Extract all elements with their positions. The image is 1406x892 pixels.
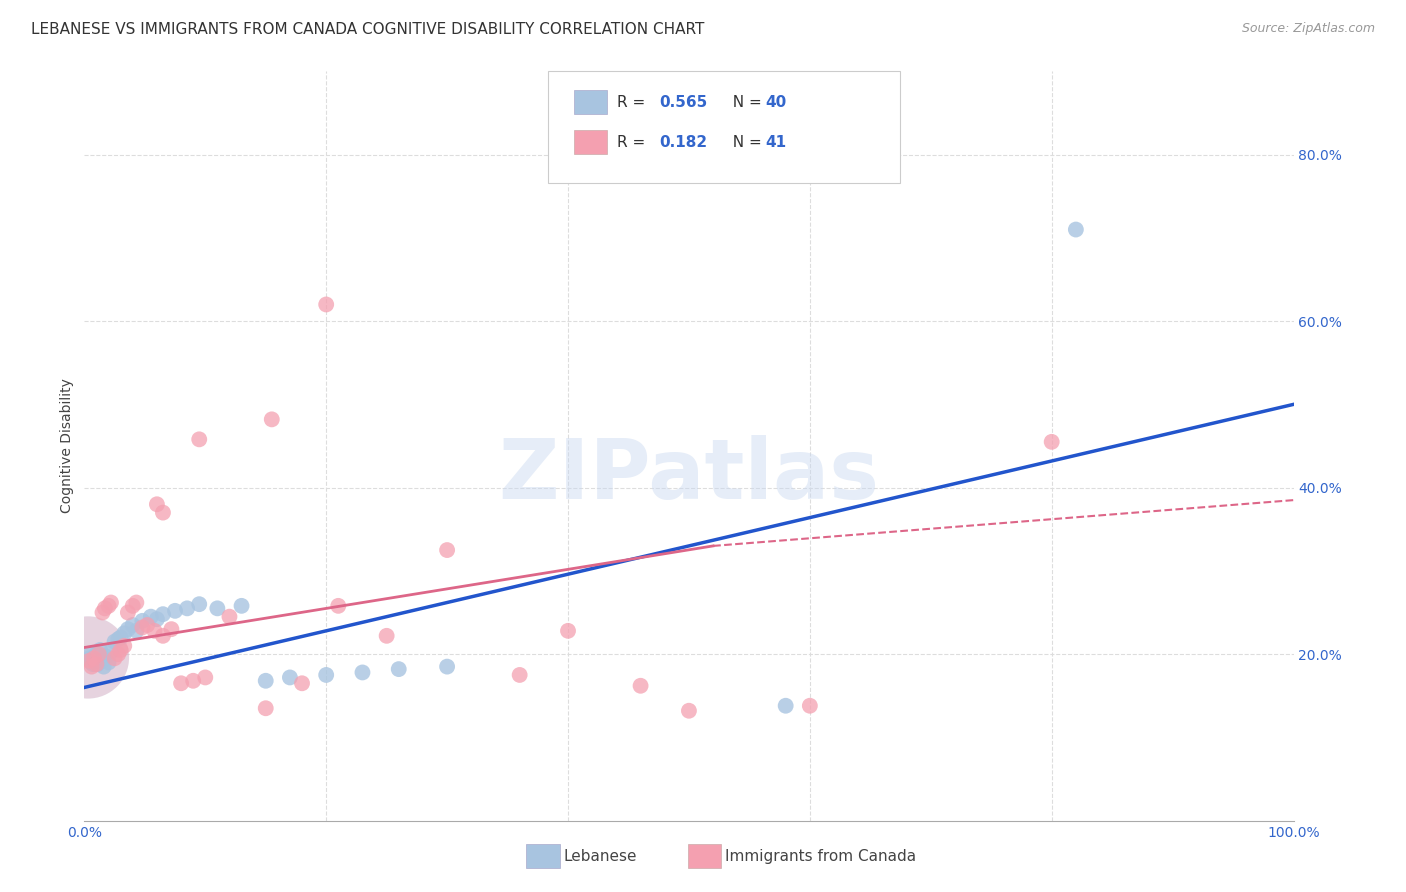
Point bbox=[117, 606, 139, 620]
Point bbox=[112, 639, 135, 653]
Point bbox=[100, 645, 122, 659]
Point bbox=[146, 612, 169, 626]
Point bbox=[83, 650, 105, 665]
Point bbox=[260, 412, 283, 426]
Point bbox=[176, 601, 198, 615]
Point bbox=[77, 654, 100, 668]
Point bbox=[136, 618, 159, 632]
Point bbox=[557, 624, 579, 638]
Point bbox=[143, 624, 166, 638]
Point bbox=[436, 543, 458, 558]
Point bbox=[181, 673, 204, 688]
Point bbox=[93, 659, 115, 673]
Point bbox=[87, 647, 110, 661]
Point bbox=[77, 651, 100, 665]
Y-axis label: Cognitive Disability: Cognitive Disability bbox=[60, 378, 75, 514]
Text: 0.565: 0.565 bbox=[659, 95, 707, 110]
Point bbox=[97, 656, 120, 670]
Point bbox=[160, 622, 183, 636]
Point bbox=[117, 622, 139, 636]
Point bbox=[82, 657, 104, 672]
Text: Source: ZipAtlas.com: Source: ZipAtlas.com bbox=[1241, 22, 1375, 36]
Point bbox=[86, 647, 108, 661]
Point bbox=[509, 668, 531, 682]
Point bbox=[86, 657, 108, 672]
Point bbox=[291, 676, 314, 690]
Point bbox=[436, 659, 458, 673]
Point bbox=[152, 506, 174, 520]
Point bbox=[110, 631, 132, 645]
Point bbox=[100, 595, 122, 609]
Text: 41: 41 bbox=[765, 136, 786, 150]
Point bbox=[278, 670, 301, 684]
Point bbox=[125, 624, 148, 638]
Point bbox=[107, 632, 129, 647]
Text: R =: R = bbox=[617, 95, 651, 110]
Point bbox=[1040, 434, 1063, 449]
Point bbox=[83, 651, 105, 665]
Point bbox=[254, 701, 277, 715]
Point bbox=[131, 614, 153, 628]
Point bbox=[188, 597, 211, 611]
Point bbox=[388, 662, 411, 676]
Point bbox=[352, 665, 374, 680]
Point bbox=[87, 651, 110, 665]
Text: N =: N = bbox=[723, 136, 766, 150]
Text: R =: R = bbox=[617, 136, 651, 150]
Text: Immigrants from Canada: Immigrants from Canada bbox=[725, 849, 917, 863]
Point bbox=[152, 607, 174, 622]
Point bbox=[77, 650, 100, 665]
Point bbox=[630, 679, 652, 693]
Point bbox=[80, 659, 103, 673]
Point bbox=[231, 599, 253, 613]
Point bbox=[131, 620, 153, 634]
Text: ZIPatlas: ZIPatlas bbox=[499, 435, 879, 516]
Point bbox=[799, 698, 821, 713]
Point bbox=[80, 656, 103, 670]
Point bbox=[375, 629, 398, 643]
Point bbox=[91, 654, 114, 668]
Point bbox=[218, 609, 240, 624]
Point bbox=[165, 604, 187, 618]
Point bbox=[194, 670, 217, 684]
Point bbox=[152, 629, 174, 643]
Point bbox=[79, 647, 101, 661]
Text: N =: N = bbox=[723, 95, 766, 110]
Point bbox=[139, 609, 162, 624]
Point bbox=[110, 643, 132, 657]
Point bbox=[328, 599, 350, 613]
Point bbox=[91, 606, 114, 620]
Point bbox=[254, 673, 277, 688]
Point bbox=[77, 650, 100, 665]
Point bbox=[125, 595, 148, 609]
Point bbox=[97, 599, 120, 613]
Point bbox=[94, 649, 117, 664]
Text: Lebanese: Lebanese bbox=[564, 849, 637, 863]
Point bbox=[1064, 222, 1087, 236]
Point bbox=[104, 634, 127, 648]
Point bbox=[89, 643, 111, 657]
Point bbox=[121, 599, 143, 613]
Point bbox=[775, 698, 797, 713]
Text: 40: 40 bbox=[765, 95, 786, 110]
Point bbox=[678, 704, 700, 718]
Point bbox=[121, 618, 143, 632]
Point bbox=[315, 668, 337, 682]
Point bbox=[84, 654, 107, 668]
Point bbox=[207, 601, 229, 615]
Point bbox=[104, 651, 127, 665]
Point bbox=[315, 297, 337, 311]
Point bbox=[86, 657, 108, 672]
Point bbox=[146, 497, 169, 511]
Text: LEBANESE VS IMMIGRANTS FROM CANADA COGNITIVE DISABILITY CORRELATION CHART: LEBANESE VS IMMIGRANTS FROM CANADA COGNI… bbox=[31, 22, 704, 37]
Point bbox=[188, 433, 211, 447]
Point bbox=[107, 647, 129, 661]
Text: 0.182: 0.182 bbox=[659, 136, 707, 150]
Point bbox=[170, 676, 193, 690]
Point bbox=[94, 601, 117, 615]
Point bbox=[90, 648, 112, 663]
Point bbox=[112, 626, 135, 640]
